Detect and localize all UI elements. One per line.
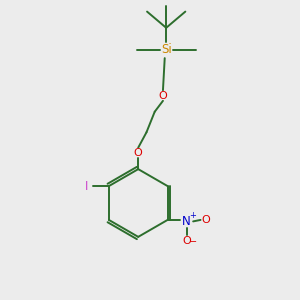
Text: I: I (85, 180, 88, 193)
Text: O: O (159, 91, 167, 100)
Text: −: − (189, 237, 197, 247)
Text: Si: Si (161, 44, 172, 56)
Text: O: O (134, 148, 142, 158)
Text: +: + (189, 211, 196, 220)
Text: O: O (201, 215, 210, 225)
Text: N: N (182, 215, 191, 228)
Text: O: O (182, 236, 191, 245)
